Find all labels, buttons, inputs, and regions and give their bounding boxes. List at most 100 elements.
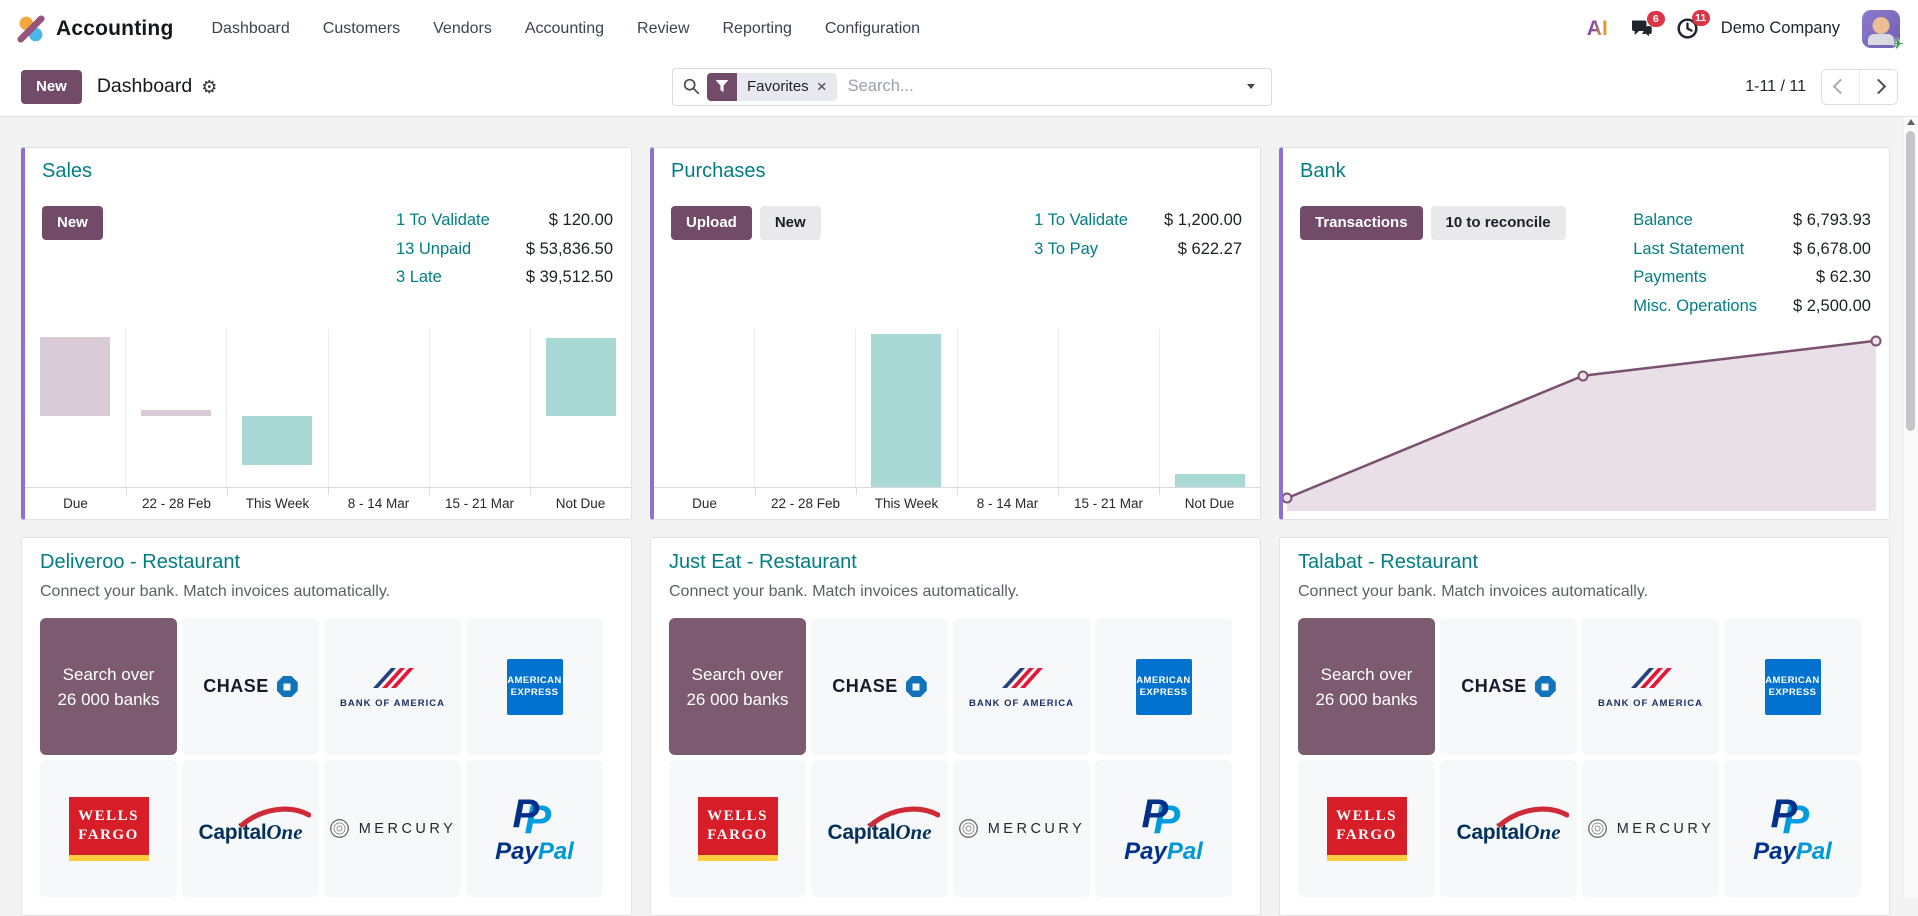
new-button[interactable]: New [21, 69, 82, 104]
bank-balance-area-chart [1283, 327, 1888, 511]
search-banks-tile[interactable]: Search over 26 000 banks [1298, 618, 1435, 755]
journal-card-bank: Bank Transactions 10 to reconcile Balanc… [1279, 147, 1890, 520]
bank-of-america-flag-icon [1001, 668, 1043, 688]
user-avatar[interactable]: ✈ [1862, 9, 1904, 53]
vertical-scrollbar[interactable] [1903, 117, 1918, 897]
wells-fargo-logo: WELLS FARGO [68, 796, 149, 861]
top-navbar: Accounting Dashboard Customers Vendors A… [0, 0, 1918, 57]
ai-icon[interactable]: AI [1586, 16, 1608, 40]
chase-octagon-icon [905, 676, 927, 697]
bank-tile-chase[interactable]: CHASE [182, 618, 319, 755]
purchases-new-button[interactable]: New [759, 206, 821, 240]
menu-accounting[interactable]: Accounting [524, 19, 605, 37]
bank-tile-mercury[interactable]: MERCURY [1582, 760, 1719, 897]
menu-configuration[interactable]: Configuration [824, 19, 921, 37]
bank-reconcile-button[interactable]: 10 to reconcile [1430, 206, 1566, 240]
chart-column [531, 329, 631, 487]
x-axis-label: This Week [855, 488, 957, 519]
bank-tile-capital-one[interactable]: CapitalOne [811, 760, 948, 897]
bank-tile-chase[interactable]: CHASE [811, 618, 948, 755]
app-switcher[interactable]: Accounting [16, 14, 174, 44]
x-axis-label: 15 - 21 Mar [428, 488, 530, 519]
bank-tile-wells-fargo[interactable]: WELLS FARGO [1298, 760, 1435, 897]
wells-fargo-logo: WELLS FARGO [1326, 796, 1407, 861]
search-banks-tile[interactable]: Search over 26 000 banks [40, 618, 177, 755]
bank-tile-american-express[interactable]: AMERICAN EXPRESS [466, 618, 603, 755]
chart-column [126, 329, 228, 487]
bank-stat-link[interactable]: Misc. Operations [1633, 296, 1757, 315]
search-options-toggle[interactable] [1231, 69, 1271, 105]
capital-one-swoosh-icon [239, 806, 311, 828]
favorites-filter-chip[interactable]: Favorites × [707, 72, 837, 101]
talabat-card-title[interactable]: Talabat - Restaurant [1298, 551, 1479, 573]
pager-previous-button[interactable] [1822, 69, 1859, 104]
menu-vendors[interactable]: Vendors [433, 19, 492, 37]
connect-bank-subtitle: Connect your bank. Match invoices automa… [1298, 583, 1649, 600]
bank-card-title[interactable]: Bank [1300, 160, 1346, 182]
purchases-card-title[interactable]: Purchases [671, 160, 766, 182]
sales-stat-link[interactable]: 1 To Validate [395, 211, 490, 229]
bank-stat-value: $ 6,678.00 [1793, 239, 1871, 258]
chase-logo-text: CHASE [203, 676, 269, 696]
bank-tile-wells-fargo[interactable]: WELLS FARGO [40, 760, 177, 897]
pager-next-button[interactable] [1859, 69, 1897, 104]
bank-tile-paypal[interactable]: P P PayPal [1724, 760, 1861, 897]
sales-card-title[interactable]: Sales [42, 160, 93, 182]
activities-clock-icon[interactable]: 11 [1676, 10, 1710, 40]
bank-tile-capital-one[interactable]: CapitalOne [1440, 760, 1577, 897]
x-axis-label: Not Due [1158, 488, 1260, 519]
bank-tile-bank-of-america[interactable]: BANK OF AMERICA [953, 618, 1090, 755]
bank-tile-american-express[interactable]: AMERICAN EXPRESS [1095, 618, 1232, 755]
purchases-stat-link[interactable]: 1 To Validate [1034, 211, 1128, 229]
paypal-logo: P P PayPal [1753, 791, 1832, 865]
search-bar[interactable]: Favorites × [672, 67, 1272, 106]
bank-tile-capital-one[interactable]: CapitalOne [182, 760, 319, 897]
chase-octagon-icon [276, 676, 298, 697]
mercury-logo-text: MERCURY [358, 820, 457, 837]
app-name: Accounting [56, 16, 174, 40]
search-banks-tile[interactable]: Search over 26 000 banks [669, 618, 806, 755]
remove-filter-icon[interactable]: × [816, 77, 827, 96]
bank-tile-american-express[interactable]: AMERICAN EXPRESS [1724, 618, 1861, 755]
bank-tile-bank-of-america[interactable]: BANK OF AMERICA [324, 618, 461, 755]
menu-review[interactable]: Review [637, 19, 690, 37]
menu-dashboard[interactable]: Dashboard [211, 19, 290, 37]
bank-of-america-flag-icon [1630, 668, 1672, 688]
deliveroo-card-title[interactable]: Deliveroo - Restaurant [40, 551, 241, 573]
sales-new-button[interactable]: New [42, 206, 103, 240]
x-axis-label: 15 - 21 Mar [1057, 488, 1159, 519]
gear-icon[interactable]: ⚙ [201, 76, 218, 97]
chase-logo-text: CHASE [832, 676, 898, 696]
chart-column [227, 329, 329, 487]
mercury-ring-icon [1586, 818, 1608, 839]
scroll-up-arrow-icon[interactable] [1907, 119, 1915, 125]
company-switcher[interactable]: Demo Company [1720, 19, 1840, 37]
just-eat-card-title[interactable]: Just Eat - Restaurant [669, 551, 857, 573]
odoo-accounting-logo-icon [16, 14, 46, 44]
menu-customers[interactable]: Customers [322, 19, 401, 37]
bank-tile-paypal[interactable]: P P PayPal [1095, 760, 1232, 897]
bank-tile-bank-of-america[interactable]: BANK OF AMERICA [1582, 618, 1719, 755]
bank-tile-mercury[interactable]: MERCURY [324, 760, 461, 897]
bank-tile-mercury[interactable]: MERCURY [953, 760, 1090, 897]
bank-tile-chase[interactable]: CHASE [1440, 618, 1577, 755]
bar-not-due [545, 338, 616, 416]
mercury-logo-text: MERCURY [987, 820, 1086, 837]
purchases-upload-button[interactable]: Upload [671, 206, 752, 240]
x-axis-label: 8 - 14 Mar [327, 488, 429, 519]
bank-stat-link[interactable]: Payments [1633, 268, 1707, 286]
scrollbar-thumb[interactable] [1906, 131, 1915, 431]
bar-22-28-feb [141, 409, 212, 416]
bank-stat-link[interactable]: Balance [1633, 211, 1693, 229]
search-input[interactable] [845, 76, 1231, 97]
bank-transactions-button[interactable]: Transactions [1300, 206, 1423, 240]
bank-tiles-grid: Search over 26 000 banks CHASE BANK OF AMER… [669, 618, 1242, 897]
messages-icon[interactable]: 6 [1630, 10, 1665, 40]
menu-reporting[interactable]: Reporting [722, 19, 792, 37]
bank-tile-wells-fargo[interactable]: WELLS FARGO [669, 760, 806, 897]
purchases-stat-link[interactable]: 3 To Pay [1034, 239, 1099, 258]
sales-stat-link[interactable]: 3 Late [395, 268, 442, 286]
bank-stat-link[interactable]: Last Statement [1633, 239, 1745, 258]
bank-tile-paypal[interactable]: P P PayPal [466, 760, 603, 897]
sales-stat-link[interactable]: 13 Unpaid [395, 239, 472, 258]
